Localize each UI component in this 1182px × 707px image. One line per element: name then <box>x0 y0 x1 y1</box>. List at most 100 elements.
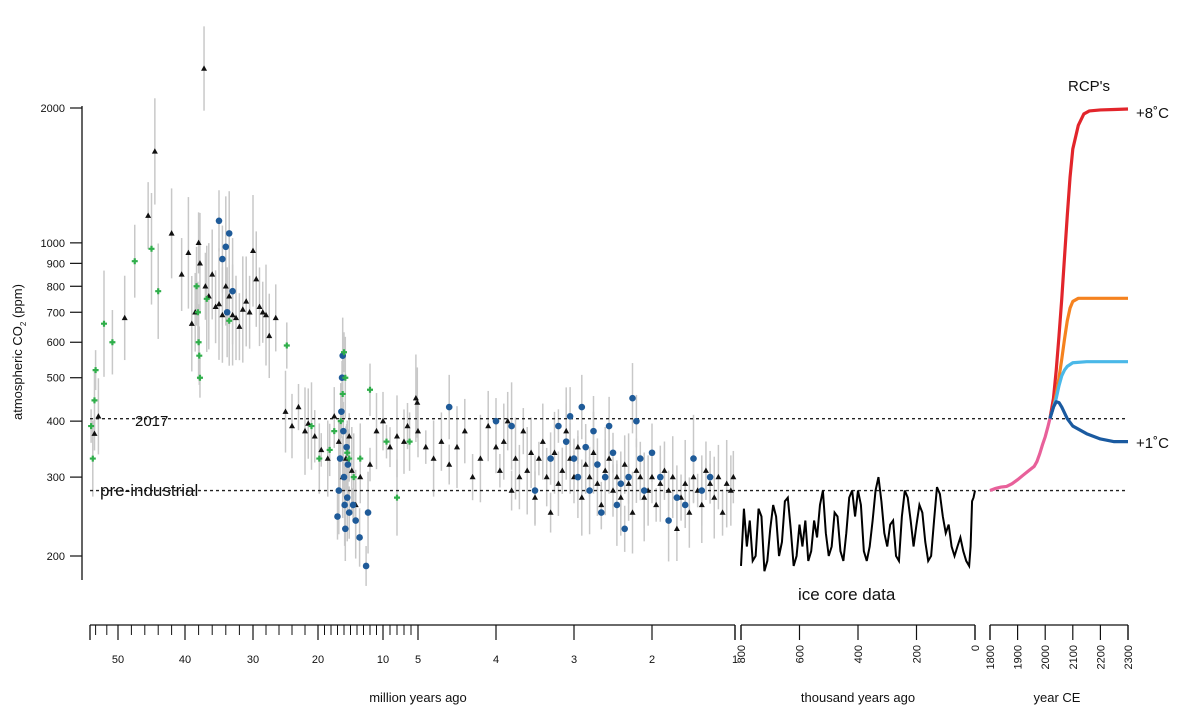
proxy_blue-point-37 <box>586 487 593 494</box>
proxy_blue-point-44 <box>613 501 621 509</box>
proxy_green-point-11 <box>195 339 202 346</box>
proxy_green-point-20 <box>331 428 338 435</box>
proxy_blue-point-22 <box>356 534 363 541</box>
proxy_green-point-27 <box>350 474 357 481</box>
x-tick-label-1-4: 0 <box>970 645 982 651</box>
proxy_green-point-31 <box>394 494 400 501</box>
x-axis-title-year: year CE <box>1034 690 1081 705</box>
proxy_triangles-point-15 <box>209 271 216 277</box>
proxy_triangles-point-50 <box>367 461 373 467</box>
proxy_triangles-point-16 <box>212 303 219 309</box>
proxy_green-point-0 <box>88 423 95 430</box>
proxy_triangles-point-29 <box>256 303 263 309</box>
x-tick-label-0-0: 50 <box>112 654 124 666</box>
proxy_triangles-point-124 <box>711 494 718 500</box>
x-tick-label-1-2: 400 <box>853 645 865 663</box>
x-tick-label-1-3: 200 <box>912 645 924 663</box>
proxy_triangles-point-38 <box>305 420 312 426</box>
y-tick-label-4: 600 <box>47 337 65 349</box>
proxy_green-point-3 <box>92 367 99 374</box>
proxy_blue-point-7 <box>335 487 343 494</box>
proxy_triangles-point-35 <box>289 422 295 429</box>
proxy_blue-point-25 <box>445 403 453 411</box>
proxy_blue-point-33 <box>570 455 578 462</box>
proxy_triangles-point-37 <box>302 427 308 434</box>
proxy_triangles-point-99 <box>610 487 616 493</box>
proxy_triangles-point-121 <box>698 501 705 508</box>
proxy_triangles-point-103 <box>625 480 632 486</box>
proxy_triangles-point-128 <box>727 487 734 493</box>
proxy_triangles-point-87 <box>563 427 570 434</box>
proxy_triangles-point-110 <box>653 501 660 508</box>
proxy_green-point-15 <box>226 317 233 324</box>
x-axis-title-kyr: thousand years ago <box>801 690 915 705</box>
x-tick-label-0-4: 10 <box>377 654 389 666</box>
proxy_triangles-point-77 <box>524 467 531 473</box>
proxy_blue-point-31 <box>562 438 570 445</box>
proxy_green-point-2 <box>91 397 98 404</box>
proxy_blue-point-13 <box>340 473 348 481</box>
proxy_blue-point-2 <box>225 230 233 237</box>
proxy_triangles-point-91 <box>578 494 585 500</box>
proxy_triangles-point-84 <box>551 449 558 455</box>
proxy_triangles-point-81 <box>539 438 546 444</box>
proxy_blue-point-9 <box>338 408 345 415</box>
proxy_triangles-point-5 <box>168 230 175 236</box>
proxy_triangles-point-129 <box>730 473 737 480</box>
y-axis-title: atmospheric CO2 (ppm) <box>10 284 28 420</box>
proxy_blue-point-50 <box>637 455 644 462</box>
proxy_triangles-point-36 <box>295 403 302 410</box>
proxy_blue-point-43 <box>609 449 617 457</box>
proxy_blue-point-23 <box>362 562 370 570</box>
proxy_blue-point-0 <box>215 217 223 225</box>
x-tick-label-0-6: 4 <box>493 654 499 666</box>
y-tick-label-5: 700 <box>47 307 65 319</box>
proxy_blue-point-49 <box>633 417 640 425</box>
proxy_blue-point-16 <box>343 443 350 451</box>
proxy_triangles-point-96 <box>598 501 605 508</box>
proxy_triangles-point-73 <box>508 487 515 493</box>
proxy_triangles-point-85 <box>555 480 562 486</box>
proxy_triangles-point-23 <box>236 323 243 329</box>
proxy_triangles-point-46 <box>346 433 353 439</box>
proxy_blue-point-14 <box>341 501 348 509</box>
y-axis-title-main: atmospheric CO <box>10 326 25 420</box>
proxy_green-point-12 <box>196 352 203 359</box>
proxy_triangles-point-25 <box>243 298 250 304</box>
proxy_triangles-point-31 <box>263 311 269 318</box>
proxy_triangles-point-53 <box>387 443 393 450</box>
proxy_triangles-point-74 <box>512 455 519 461</box>
proxy_triangles-point-0 <box>91 430 98 436</box>
ice-core-label: ice core data <box>798 585 896 604</box>
proxy_blue-point-15 <box>342 525 349 533</box>
proxy_blue-point-30 <box>555 422 562 430</box>
proxy_blue-point-10 <box>338 374 346 382</box>
proxy_triangles-point-43 <box>335 438 342 444</box>
proxy_triangles-point-33 <box>272 314 279 321</box>
proxy_blue-point-5 <box>223 308 231 316</box>
proxy_blue-point-28 <box>531 487 539 494</box>
x-tick-label-2-5: 2300 <box>1123 645 1135 669</box>
proxy_triangles-point-24 <box>239 306 246 312</box>
ice-core-line <box>740 476 976 572</box>
proxy_green-point-8 <box>155 288 162 295</box>
proxy_triangles-point-101 <box>617 494 624 500</box>
proxy_triangles-point-78 <box>528 449 535 455</box>
proxy_blue-point-45 <box>617 480 625 488</box>
proxy_triangles-point-118 <box>686 509 693 515</box>
proxy_triangles-point-95 <box>594 480 601 486</box>
proxy_triangles-point-100 <box>613 473 620 480</box>
proxy_blue-point-32 <box>566 413 574 420</box>
proxy_triangles-point-126 <box>719 509 726 515</box>
proxy_green-point-18 <box>316 455 323 462</box>
x-tick-label-2-3: 2100 <box>1068 645 1080 669</box>
proxy_blue-point-6 <box>334 513 341 520</box>
proxy_blue-point-39 <box>594 461 601 468</box>
proxy_blue-point-41 <box>601 473 609 481</box>
proxy_triangles-point-3 <box>145 212 152 218</box>
proxy_triangles-point-30 <box>259 309 266 315</box>
proxy_triangles-point-67 <box>477 455 484 461</box>
proxy_triangles-point-6 <box>178 271 185 277</box>
proxy_blue-point-18 <box>344 461 352 468</box>
